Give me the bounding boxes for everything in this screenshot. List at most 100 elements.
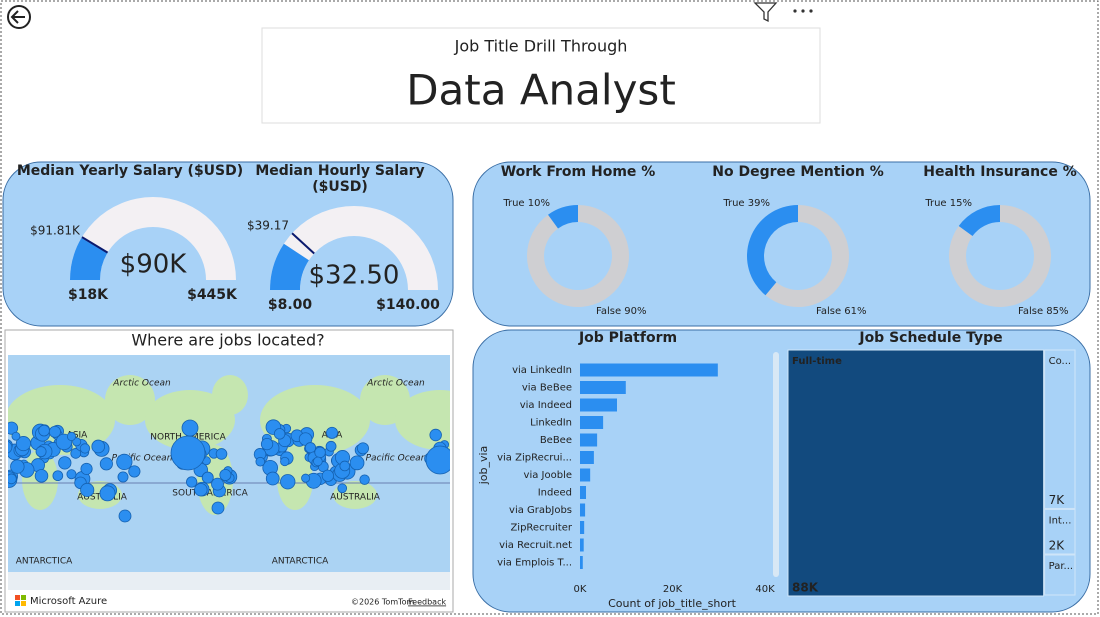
y-tick-label: via Emplois T... (497, 558, 572, 569)
gauge-target-label: $91.81K (30, 224, 81, 238)
bar (580, 381, 626, 394)
header-subtitle: Job Title Drill Through (454, 37, 628, 56)
gauge-target-label: $39.17 (247, 219, 289, 233)
bar (580, 451, 594, 464)
y-tick-label: via Indeed (520, 400, 572, 411)
donut-false-label: False 85% (1018, 306, 1069, 317)
map-bubble (339, 460, 351, 472)
y-tick-label: ZipRecruiter (510, 523, 572, 534)
map-bubble (211, 501, 225, 515)
gauge-value (270, 243, 309, 290)
map-bubble (116, 453, 133, 471)
bar (580, 486, 587, 499)
donut-false (765, 205, 850, 307)
map-bubble (8, 440, 13, 454)
map-bubble (99, 457, 113, 471)
map-bubble (11, 431, 21, 441)
gauge-target (291, 232, 315, 255)
map-bubble (425, 445, 450, 475)
map-bubble (72, 437, 82, 447)
map-bubbles (8, 419, 450, 523)
gauge-title: Median Hourly Salary ($USD) (255, 163, 424, 195)
map-label: Pacific Ocean (366, 454, 427, 464)
map-bubble (118, 509, 132, 523)
bar (580, 538, 584, 552)
gauge-value-label: $32.50 (309, 261, 400, 291)
y-tick-label: via LinkedIn (512, 365, 572, 376)
more-icon[interactable] (793, 9, 813, 13)
gauge-value (70, 238, 108, 280)
land (212, 375, 248, 415)
map-bubble (8, 473, 17, 485)
y-tick-label: via Recruit.net (499, 540, 572, 551)
map-bubble (35, 446, 47, 458)
map-label: Pacific Ocean (112, 454, 173, 464)
map-bubble (117, 471, 129, 483)
map-label: ANTARCTICA (16, 557, 73, 567)
map-bubble (273, 428, 286, 440)
header-card (261, 27, 821, 124)
bar (580, 503, 586, 517)
map-bubble (325, 426, 339, 439)
treemap-value: 2K (1049, 539, 1066, 553)
map-bubble (10, 459, 25, 474)
back-button[interactable] (7, 5, 31, 29)
gauge-min-label: $8.00 (268, 297, 313, 313)
platform-title: Job Platform (578, 330, 677, 346)
gauge-value-label: $90K (120, 250, 188, 280)
bar (580, 398, 617, 412)
map-bubble (349, 455, 365, 471)
x-tick-label: 40K (755, 584, 775, 595)
treemap-cell (1044, 508, 1076, 555)
map-bubble (255, 456, 266, 467)
map-footer: Microsoft Azure ©2026 TomTom Feedback (15, 595, 446, 607)
map-bubble (260, 437, 274, 451)
y-tick-label: via BeBee (522, 383, 572, 394)
map-label: ANTARCTICA (272, 557, 329, 567)
gauge-min-label: $18K (68, 287, 109, 303)
donut-true (747, 205, 798, 296)
donut-true (958, 205, 1000, 237)
map-feedback[interactable]: Feedback (408, 598, 446, 607)
map-bubble (194, 483, 208, 497)
map-bubble (91, 439, 106, 454)
map-bubble (80, 482, 95, 497)
donut-title: Health Insurance % (923, 164, 1076, 180)
x-axis-title: Count of job_title_short (608, 597, 736, 610)
x-tick-label: 0K (574, 584, 587, 595)
map-bubble (265, 471, 280, 486)
donut-panel (472, 161, 1091, 327)
treemap-label: Full-time (792, 356, 842, 367)
map-label: Arctic Ocean (366, 379, 425, 389)
map-bubble (186, 476, 198, 488)
donut-title: Work From Home % (501, 164, 656, 180)
gauge-target (81, 236, 109, 254)
map-bubble (313, 456, 323, 467)
donut-true-label: True 39% (722, 198, 770, 209)
map-bubble (301, 473, 311, 483)
map-bubble (314, 446, 326, 459)
map-bubble (280, 456, 290, 467)
donut-false-label: False 90% (596, 306, 647, 317)
salary-panel (2, 161, 454, 327)
bar (580, 363, 718, 377)
y-tick-label: Indeed (538, 488, 572, 499)
treemap-value: 7K (1049, 493, 1066, 507)
scrollbar[interactable] (773, 352, 779, 577)
donut-true-label: True 15% (924, 198, 972, 209)
map-bubble (80, 462, 93, 475)
y-tick-label: via GrabJobs (509, 505, 572, 516)
map-bubble (34, 469, 49, 483)
y-tick-label: via ZipRecrui... (497, 453, 572, 464)
land (395, 390, 450, 450)
bar (580, 521, 585, 534)
bar (580, 468, 591, 482)
map-label: SOUTH AMERICA (172, 489, 248, 499)
land (105, 375, 155, 425)
map-bubble (429, 428, 442, 442)
filter-icon[interactable] (753, 2, 778, 23)
donut-false (948, 205, 1051, 307)
map-bubble (38, 424, 50, 437)
